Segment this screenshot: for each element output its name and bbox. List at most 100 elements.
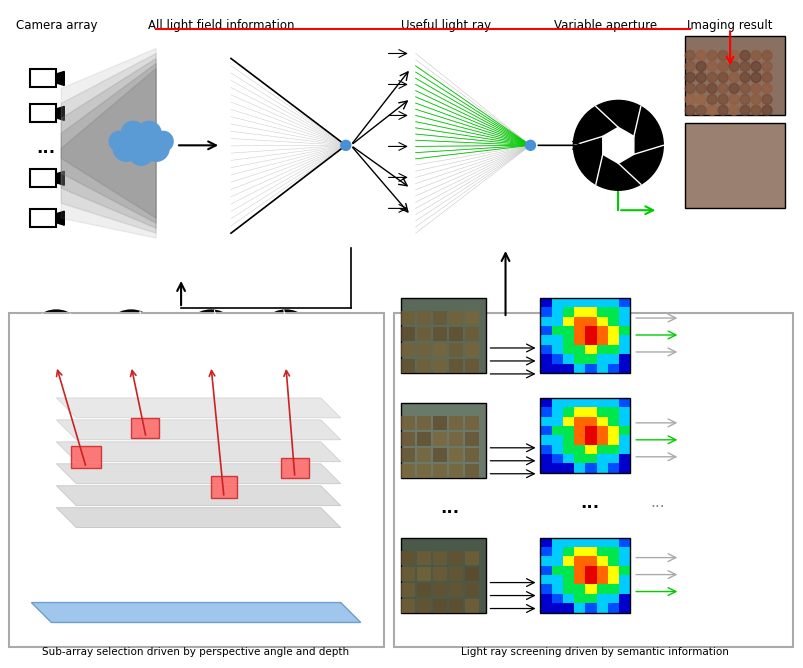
Bar: [618, 307, 630, 317]
Bar: [400, 311, 414, 325]
Bar: [540, 307, 551, 317]
Bar: [573, 317, 585, 326]
Bar: [416, 448, 430, 462]
Polygon shape: [56, 464, 340, 484]
Bar: [607, 547, 618, 556]
Bar: [432, 464, 446, 478]
Circle shape: [123, 126, 159, 161]
Bar: [540, 354, 551, 363]
Circle shape: [761, 51, 771, 61]
Bar: [618, 538, 630, 547]
Bar: [400, 403, 485, 478]
Bar: [607, 307, 618, 317]
Circle shape: [728, 94, 738, 104]
Bar: [618, 436, 630, 445]
Bar: [607, 354, 618, 363]
Bar: [562, 407, 573, 417]
Circle shape: [695, 61, 705, 71]
Bar: [448, 359, 462, 373]
Circle shape: [750, 61, 760, 71]
Bar: [464, 359, 478, 373]
Circle shape: [750, 94, 760, 104]
Bar: [573, 575, 585, 584]
Bar: [596, 445, 607, 454]
Bar: [31, 169, 56, 187]
Circle shape: [109, 132, 129, 152]
Bar: [596, 547, 607, 556]
Bar: [585, 335, 596, 345]
Circle shape: [28, 310, 84, 366]
Bar: [432, 582, 446, 597]
Bar: [618, 407, 630, 417]
Bar: [573, 307, 585, 317]
Bar: [607, 556, 618, 566]
Bar: [400, 464, 414, 478]
Bar: [562, 556, 573, 566]
Polygon shape: [56, 486, 340, 506]
Polygon shape: [56, 442, 340, 462]
Circle shape: [717, 51, 728, 61]
Bar: [596, 345, 607, 354]
Bar: [432, 432, 446, 446]
Circle shape: [695, 94, 705, 104]
Bar: [540, 335, 551, 345]
Bar: [400, 298, 485, 373]
Bar: [607, 398, 618, 407]
Bar: [448, 416, 462, 430]
Bar: [432, 599, 446, 613]
Polygon shape: [61, 68, 156, 218]
Bar: [562, 464, 573, 473]
Bar: [573, 417, 585, 426]
Bar: [585, 407, 596, 417]
Bar: [31, 104, 56, 122]
Bar: [618, 547, 630, 556]
Bar: [573, 407, 585, 417]
Bar: [464, 448, 478, 462]
Bar: [400, 566, 414, 580]
Circle shape: [137, 122, 161, 146]
Polygon shape: [56, 420, 340, 440]
Bar: [416, 416, 430, 430]
Bar: [416, 599, 430, 613]
Bar: [464, 432, 478, 446]
Bar: [562, 354, 573, 363]
Bar: [607, 345, 618, 354]
Bar: [432, 416, 446, 430]
Bar: [551, 345, 562, 354]
Bar: [432, 311, 446, 325]
Circle shape: [740, 72, 749, 82]
Bar: [400, 448, 414, 462]
Circle shape: [728, 72, 738, 82]
Bar: [585, 538, 596, 547]
Polygon shape: [31, 603, 361, 623]
Circle shape: [761, 94, 771, 104]
Polygon shape: [602, 128, 633, 163]
Bar: [551, 335, 562, 345]
Bar: [573, 594, 585, 603]
Bar: [540, 603, 551, 613]
Bar: [562, 575, 573, 584]
Text: Light ray screening driven by semantic information: Light ray screening driven by semantic i…: [461, 647, 728, 657]
Bar: [607, 363, 618, 373]
Bar: [448, 311, 462, 325]
Bar: [585, 445, 596, 454]
Bar: [607, 538, 618, 547]
Bar: [448, 343, 462, 357]
Circle shape: [761, 106, 771, 116]
Bar: [448, 464, 462, 478]
Bar: [618, 354, 630, 363]
Bar: [432, 359, 446, 373]
Bar: [551, 575, 562, 584]
Bar: [607, 566, 618, 575]
Bar: [618, 566, 630, 575]
Circle shape: [728, 106, 738, 116]
Bar: [585, 317, 596, 326]
Bar: [464, 416, 478, 430]
Polygon shape: [61, 59, 156, 228]
Circle shape: [707, 106, 716, 116]
Bar: [585, 464, 596, 473]
Circle shape: [695, 72, 705, 82]
Bar: [400, 432, 414, 446]
Bar: [596, 603, 607, 613]
Bar: [540, 454, 551, 464]
